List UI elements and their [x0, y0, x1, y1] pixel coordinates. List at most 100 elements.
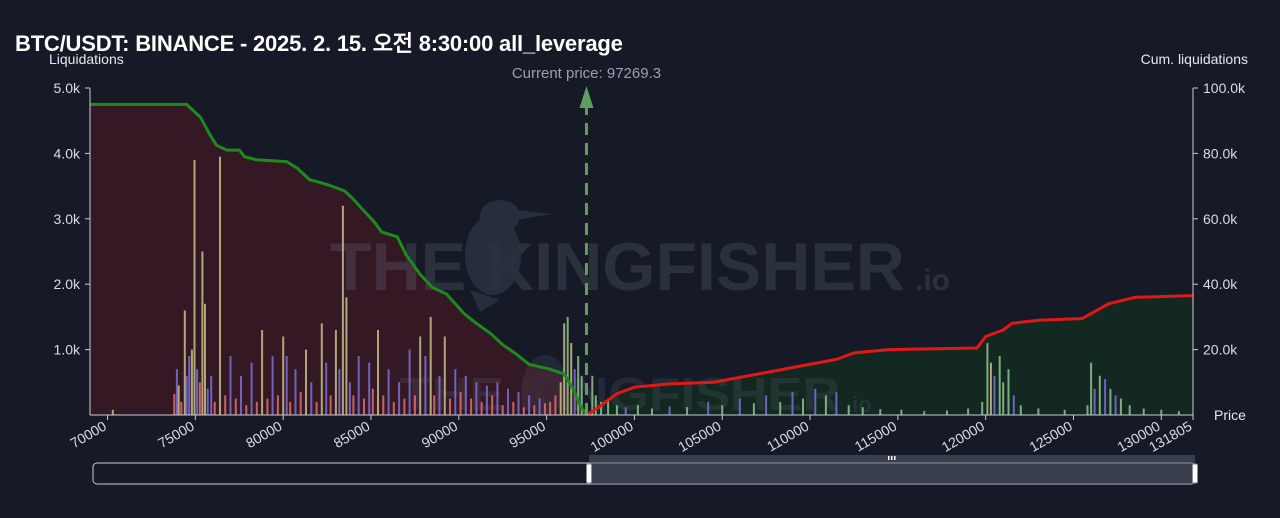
liquidation-bar: [345, 297, 348, 415]
liquidation-bar: [651, 408, 653, 415]
liquidation-bar: [341, 205, 344, 415]
liquidation-bar: [1012, 395, 1015, 415]
liquidation-bar: [1177, 411, 1180, 415]
watermark: THE KINGFISHER .io: [330, 200, 950, 312]
liquidation-bar: [577, 356, 580, 415]
liquidation-bar: [522, 407, 525, 415]
liquidation-bar: [475, 382, 478, 415]
liquidation-bar: [580, 375, 583, 415]
liquidation-bar: [480, 401, 483, 415]
liquidation-bar: [686, 407, 689, 415]
current-price-label: Current price: 97269.3: [512, 65, 661, 82]
liquidation-bar: [802, 398, 804, 415]
liquidation-bar: [403, 398, 406, 415]
x-tick-label: 75000: [155, 418, 197, 451]
cum-long-line: [90, 102, 588, 416]
liquidation-bar: [1007, 369, 1010, 415]
liquidation-bar: [1160, 409, 1163, 415]
liquidation-bar: [517, 392, 520, 415]
liquidation-bar: [668, 406, 671, 415]
range-selector-handle-left[interactable]: [586, 463, 593, 484]
y-right-tick-label: 20.0k: [1203, 342, 1238, 358]
liquidation-bar: [382, 395, 385, 415]
liquidation-bar: [398, 382, 401, 415]
y-right-tick-label: 40.0k: [1203, 276, 1238, 292]
liquidation-bar: [1037, 408, 1040, 415]
x-tick-label: 100000: [587, 418, 636, 455]
liquidation-bar: [271, 356, 274, 415]
liquidation-bar: [765, 395, 768, 415]
liquidation-bar: [470, 398, 473, 415]
liquidation-bar: [357, 356, 360, 415]
liquidation-bar: [814, 388, 817, 415]
liquidation-bar: [387, 369, 390, 415]
liquidation-bar: [559, 382, 562, 415]
liquidation-bar: [779, 401, 782, 415]
y-left-tick-label: 5.0k: [54, 80, 81, 96]
range-selector-handle-right[interactable]: [1192, 463, 1198, 484]
liquidation-bar: [791, 392, 794, 415]
liquidation-bar: [1128, 405, 1131, 415]
liquidation-bar: [594, 395, 597, 415]
liquidation-bar: [173, 394, 176, 415]
y-right-axis-title: Cum. liquidations: [1141, 51, 1248, 67]
liquidation-bar: [986, 343, 989, 415]
current-price-arrow-icon: [579, 86, 594, 108]
liquidation-bar: [175, 369, 178, 415]
x-tick-label: 125000: [1027, 418, 1076, 455]
liquidation-bar: [413, 395, 416, 415]
liquidation-bar: [224, 395, 227, 415]
liquidation-bar: [993, 375, 996, 415]
liquidation-bar: [219, 156, 221, 415]
cum-long-fill: [90, 104, 587, 416]
liquidation-bar: [752, 403, 755, 415]
x-tick-label: 115000: [852, 418, 900, 455]
y-right-tick-label: 100.0k: [1203, 80, 1246, 96]
cum-short-fill: [586, 295, 1193, 415]
liquidation-bar: [111, 409, 114, 415]
range-selector[interactable]: [92, 455, 1198, 485]
liquidation-bar: [193, 159, 196, 415]
liquidation-bar: [624, 407, 627, 415]
liquidation-bar: [496, 382, 499, 415]
liquidation-bar: [900, 409, 903, 415]
liquidation-bar: [180, 401, 183, 415]
liquidation-bar: [528, 395, 531, 415]
liquidation-bar: [998, 356, 1001, 415]
grip-lines-icon[interactable]: [888, 456, 896, 460]
x-tick-label: 80000: [243, 418, 285, 451]
liquidation-bar: [1142, 408, 1145, 415]
liquidation-bar: [305, 349, 307, 415]
liquidation-bar: [591, 375, 594, 415]
liquidation-bar: [1019, 405, 1022, 415]
x-tick-label: 120000: [939, 418, 988, 455]
liquidation-bar: [371, 388, 374, 415]
x-axis-title: Price: [1214, 407, 1246, 423]
liquidation-bar: [861, 407, 864, 415]
liquidation-bar: [570, 343, 573, 415]
liquidation-bar: [408, 349, 411, 415]
liquidation-bar: [554, 395, 557, 415]
liquidation-bar: [533, 405, 536, 415]
liquidation-bar: [538, 398, 541, 415]
y-left-tick-label: 4.0k: [54, 145, 81, 161]
liquidation-bar: [491, 395, 494, 415]
liquidation-bar: [607, 398, 610, 415]
liquidation-bar: [989, 362, 992, 415]
y-left-tick-label: 3.0k: [54, 211, 81, 227]
kingfisher-logo-icon: [465, 200, 552, 312]
liquidation-bar: [206, 388, 209, 415]
liquidation-bar: [438, 375, 441, 415]
liquidation-bar: [266, 398, 269, 415]
liquidation-bar: [501, 405, 504, 415]
liquidation-bar: [1086, 405, 1089, 415]
liquidation-bar: [329, 395, 332, 415]
y-right-tick-label: 80.0k: [1203, 145, 1238, 161]
liquidation-bar: [454, 369, 457, 415]
liquidation-bar: [485, 385, 488, 415]
liquidation-bar: [204, 303, 206, 415]
liquidation-bar: [549, 401, 552, 415]
liquidation-bar: [210, 375, 213, 415]
liquidation-bar: [285, 356, 288, 415]
liquidation-bar: [615, 405, 618, 415]
